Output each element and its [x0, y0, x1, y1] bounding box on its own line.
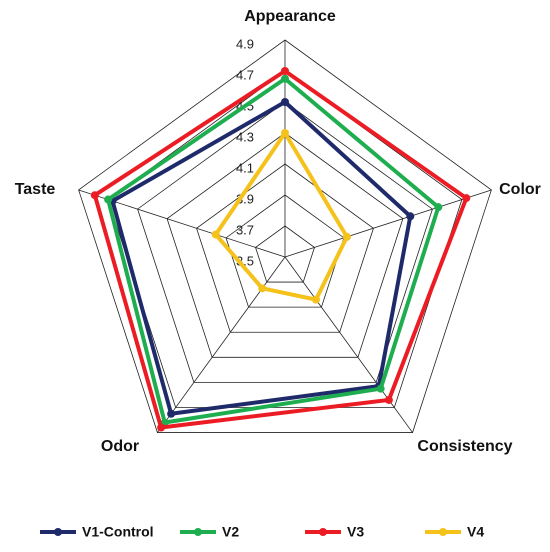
legend-label: V4	[467, 524, 484, 540]
grid-ring	[255, 225, 315, 283]
axis-label: Appearance	[244, 8, 336, 25]
series-line	[92, 69, 469, 430]
series-point	[406, 212, 415, 221]
legend-label: V2	[222, 524, 239, 540]
tick-label: 4.3	[236, 129, 254, 144]
series-point	[258, 284, 267, 293]
series-line	[213, 131, 349, 302]
axis-label: Taste	[15, 181, 56, 198]
series-point	[342, 232, 351, 241]
axis-label: Color	[499, 181, 541, 198]
legend-marker	[439, 528, 447, 536]
series-point	[311, 295, 320, 304]
legend-label: V3	[347, 524, 364, 540]
legend-marker	[54, 528, 62, 536]
axis-line	[284, 189, 492, 258]
grid-ring	[166, 132, 404, 358]
series-point	[90, 191, 99, 200]
series-line	[110, 100, 413, 416]
series-point	[281, 129, 289, 137]
series-point	[384, 395, 393, 404]
series-point	[281, 67, 289, 75]
tick-label: 4.9	[236, 36, 254, 51]
series-point	[376, 384, 385, 393]
series-point	[434, 203, 443, 212]
grid-ring	[196, 163, 374, 333]
series-point	[157, 423, 166, 432]
series-point	[167, 409, 176, 418]
grid-ring	[225, 194, 345, 308]
legend-marker	[319, 528, 327, 536]
series-point	[211, 230, 220, 239]
grid-ring	[137, 101, 433, 383]
axis-label: Consistency	[417, 438, 512, 455]
series-point	[104, 195, 113, 204]
series-point	[281, 74, 289, 83]
series-line	[106, 76, 441, 425]
series-point	[281, 98, 289, 106]
tick-label: 4.1	[236, 160, 254, 175]
legend-label: V1-Control	[82, 524, 154, 540]
axis-line	[284, 256, 413, 433]
tick-label: 3.7	[236, 222, 254, 237]
tick-label: 4.7	[236, 67, 254, 82]
series-point	[462, 194, 471, 203]
axis-label: Odor	[101, 438, 139, 455]
grid-ring	[78, 39, 492, 433]
legend-marker	[194, 528, 202, 536]
